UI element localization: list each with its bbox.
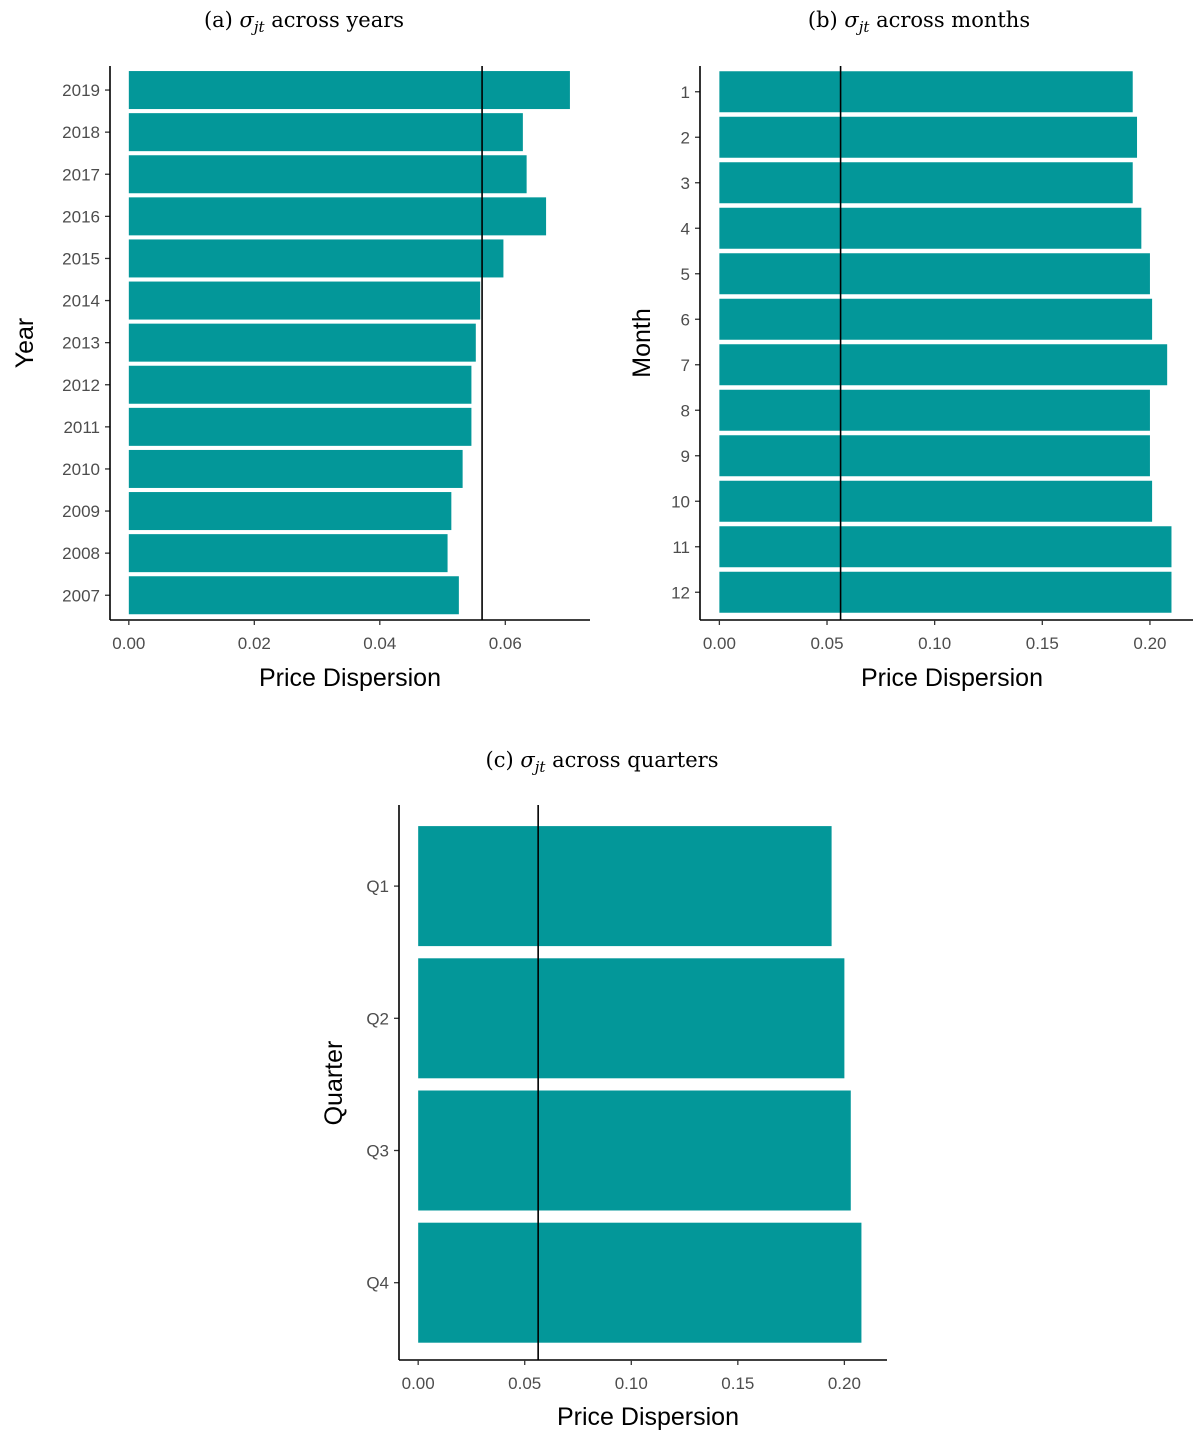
bar-3 <box>719 162 1133 204</box>
caption-suffix: across quarters <box>545 748 718 772</box>
y-tick-label: 4 <box>681 219 690 238</box>
caption-prefix: (c) <box>486 748 521 772</box>
x-axis-title: Price Dispersion <box>259 664 441 692</box>
y-tick-label: 2012 <box>62 376 100 395</box>
x-tick-label: 0.06 <box>489 634 522 653</box>
bar-2009 <box>128 492 452 531</box>
y-tick-label: 6 <box>681 310 690 329</box>
bar-1 <box>719 71 1133 113</box>
bar-10 <box>719 480 1153 522</box>
caption-prefix: (b) <box>808 8 845 32</box>
bar-2015 <box>128 239 504 278</box>
y-tick-label: 2013 <box>62 334 100 353</box>
bar-4 <box>719 207 1142 249</box>
bar-2011 <box>128 407 472 446</box>
bar-7 <box>719 344 1168 386</box>
caption-prefix: (a) <box>204 8 240 32</box>
y-tick-label: 2019 <box>62 81 100 100</box>
y-tick-label: 2008 <box>62 544 100 563</box>
x-tick-label: 0.15 <box>721 1374 754 1393</box>
caption-symbol: σ <box>240 8 255 32</box>
y-axis-title: Quarter <box>320 1041 348 1126</box>
y-tick-label: 1 <box>681 83 690 102</box>
x-tick-label: 0.05 <box>810 634 843 653</box>
x-tick-label: 0.05 <box>508 1374 541 1393</box>
bar-2010 <box>128 449 463 488</box>
caption-subscript: jt <box>251 18 266 36</box>
y-tick-label: 2014 <box>62 292 100 311</box>
x-tick-label: 0.00 <box>703 634 736 653</box>
bar-5 <box>719 253 1150 295</box>
x-tick-label: 0.00 <box>112 634 145 653</box>
x-tick-label: 0.10 <box>918 634 951 653</box>
x-axis-title: Price Dispersion <box>861 664 1043 692</box>
x-tick-label: 0.04 <box>363 634 396 653</box>
caption-subscript: jt <box>856 18 871 36</box>
y-tick-label: 11 <box>672 538 690 557</box>
bar-2007 <box>128 576 459 615</box>
caption-subscript: jt <box>532 758 547 776</box>
bar-12 <box>719 571 1172 613</box>
x-tick-label: 0.20 <box>828 1374 861 1393</box>
bar-2014 <box>128 281 481 320</box>
bar-2008 <box>128 534 448 573</box>
x-tick-label: 0.15 <box>1026 634 1059 653</box>
bar-Q3 <box>418 1090 851 1211</box>
panel-a: (a) σjt across years 2019 2018 2017 2016 2015… <box>11 8 590 692</box>
y-tick-label: 2009 <box>62 502 100 521</box>
bar-Q4 <box>418 1222 862 1343</box>
x-tick-label: 0.20 <box>1133 634 1166 653</box>
y-tick-label: 5 <box>681 265 690 284</box>
x-tick-label: 0.00 <box>402 1374 435 1393</box>
y-tick-label: 2011 <box>63 418 100 437</box>
bar-9 <box>719 435 1150 477</box>
y-tick-label: 2007 <box>62 586 100 605</box>
bar-Q1 <box>418 826 832 947</box>
panel-caption: (c) σjt across quarters <box>486 748 719 776</box>
bar-2019 <box>128 71 570 110</box>
y-tick-label: 2018 <box>62 123 100 142</box>
panel-caption: (a) σjt across years <box>204 8 404 36</box>
panel-c: (c) σjt across quarters Q1 Q2 Q3 Q4 0.00 0.05 0… <box>320 748 887 1431</box>
panel-b: (b) σjt across months1234567891011120.00… <box>628 8 1193 692</box>
y-axis-title: Year <box>11 318 39 369</box>
bar-2017 <box>128 155 527 194</box>
y-tick-label: 2017 <box>62 165 100 184</box>
bar-2 <box>719 116 1138 158</box>
y-tick-label: 8 <box>681 401 690 420</box>
bar-6 <box>719 298 1153 340</box>
y-tick-label: 12 <box>671 583 690 602</box>
bar-2013 <box>128 323 476 362</box>
x-tick-label: 0.10 <box>615 1374 648 1393</box>
y-tick-label: Q2 <box>366 1009 389 1028</box>
y-tick-label: Q1 <box>366 877 389 896</box>
bar-2016 <box>128 197 547 236</box>
y-tick-label: 2 <box>681 128 690 147</box>
bar-Q2 <box>418 958 845 1079</box>
bar-8 <box>719 389 1150 431</box>
y-axis-title: Month <box>628 308 656 377</box>
caption-symbol: σ <box>520 748 535 772</box>
y-tick-label: Q4 <box>366 1274 389 1293</box>
y-tick-label: Q3 <box>366 1142 389 1161</box>
x-tick-label: 0.02 <box>238 634 271 653</box>
y-tick-label: 9 <box>681 447 690 466</box>
panel-caption: (b) σjt across months <box>808 8 1030 36</box>
y-tick-label: 2010 <box>62 460 100 479</box>
bar-11 <box>719 526 1172 568</box>
y-tick-label: 10 <box>671 492 690 511</box>
y-tick-label: 3 <box>681 174 690 193</box>
bar-2018 <box>128 113 523 152</box>
caption-suffix: across months <box>869 8 1030 32</box>
caption-suffix: across years <box>265 8 405 32</box>
caption-symbol: σ <box>844 8 859 32</box>
y-tick-label: 2015 <box>62 249 100 268</box>
y-tick-label: 7 <box>681 356 690 375</box>
bar-2012 <box>128 365 472 404</box>
x-axis-title: Price Dispersion <box>557 1403 739 1431</box>
y-tick-label: 2016 <box>62 207 100 226</box>
